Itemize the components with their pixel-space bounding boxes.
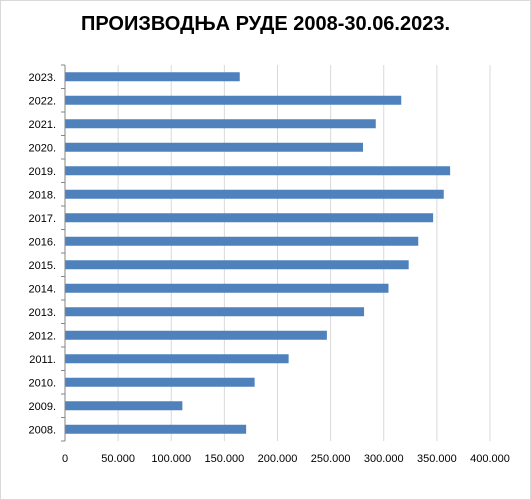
x-tick-label: 350.000 xyxy=(417,453,457,465)
x-tick-label: 400.000 xyxy=(470,453,510,465)
bar xyxy=(65,330,327,340)
x-tick-label: 150.000 xyxy=(204,453,244,465)
y-tick-label: 2023. xyxy=(28,72,56,84)
y-tick-label: 2013. xyxy=(28,307,56,319)
x-tick-label: 0 xyxy=(62,453,68,465)
x-tick-label: 100.000 xyxy=(151,453,191,465)
bar xyxy=(65,377,255,387)
y-tick-label: 2019. xyxy=(28,166,56,178)
y-tick-label: 2010. xyxy=(28,377,56,389)
bar xyxy=(65,213,434,223)
bar xyxy=(65,307,365,317)
y-tick-label: 2015. xyxy=(28,260,56,272)
y-tick-label: 2008. xyxy=(28,424,56,436)
y-tick-label: 2011. xyxy=(29,354,56,366)
bar xyxy=(65,72,240,82)
bar xyxy=(65,401,183,411)
y-tick-label: 2017. xyxy=(28,213,56,225)
y-tick-label: 2021. xyxy=(28,119,56,131)
y-tick-label: 2018. xyxy=(28,189,56,201)
bar xyxy=(65,424,247,434)
bar xyxy=(65,236,419,246)
y-tick-label: 2012. xyxy=(28,330,56,342)
y-tick-label: 2022. xyxy=(28,95,56,107)
y-tick-label: 2020. xyxy=(28,142,56,154)
y-tick-label: 2016. xyxy=(28,236,56,248)
bar xyxy=(65,354,289,364)
y-tick-label: 2014. xyxy=(28,283,56,295)
x-tick-label: 200.000 xyxy=(258,453,298,465)
y-tick-label: 2009. xyxy=(28,401,56,413)
bar xyxy=(65,283,389,293)
chart-title: ПРОИЗВОДЊА РУДЕ 2008-30.06.2023. xyxy=(80,13,451,35)
bar xyxy=(65,142,363,152)
x-tick-label: 250.000 xyxy=(311,453,351,465)
x-tick-label: 300.000 xyxy=(364,453,404,465)
bar xyxy=(65,189,444,199)
x-tick-label: 50.000 xyxy=(101,453,135,465)
bar xyxy=(65,95,402,105)
bar xyxy=(65,260,409,270)
bar xyxy=(65,166,451,176)
bar xyxy=(65,119,376,129)
